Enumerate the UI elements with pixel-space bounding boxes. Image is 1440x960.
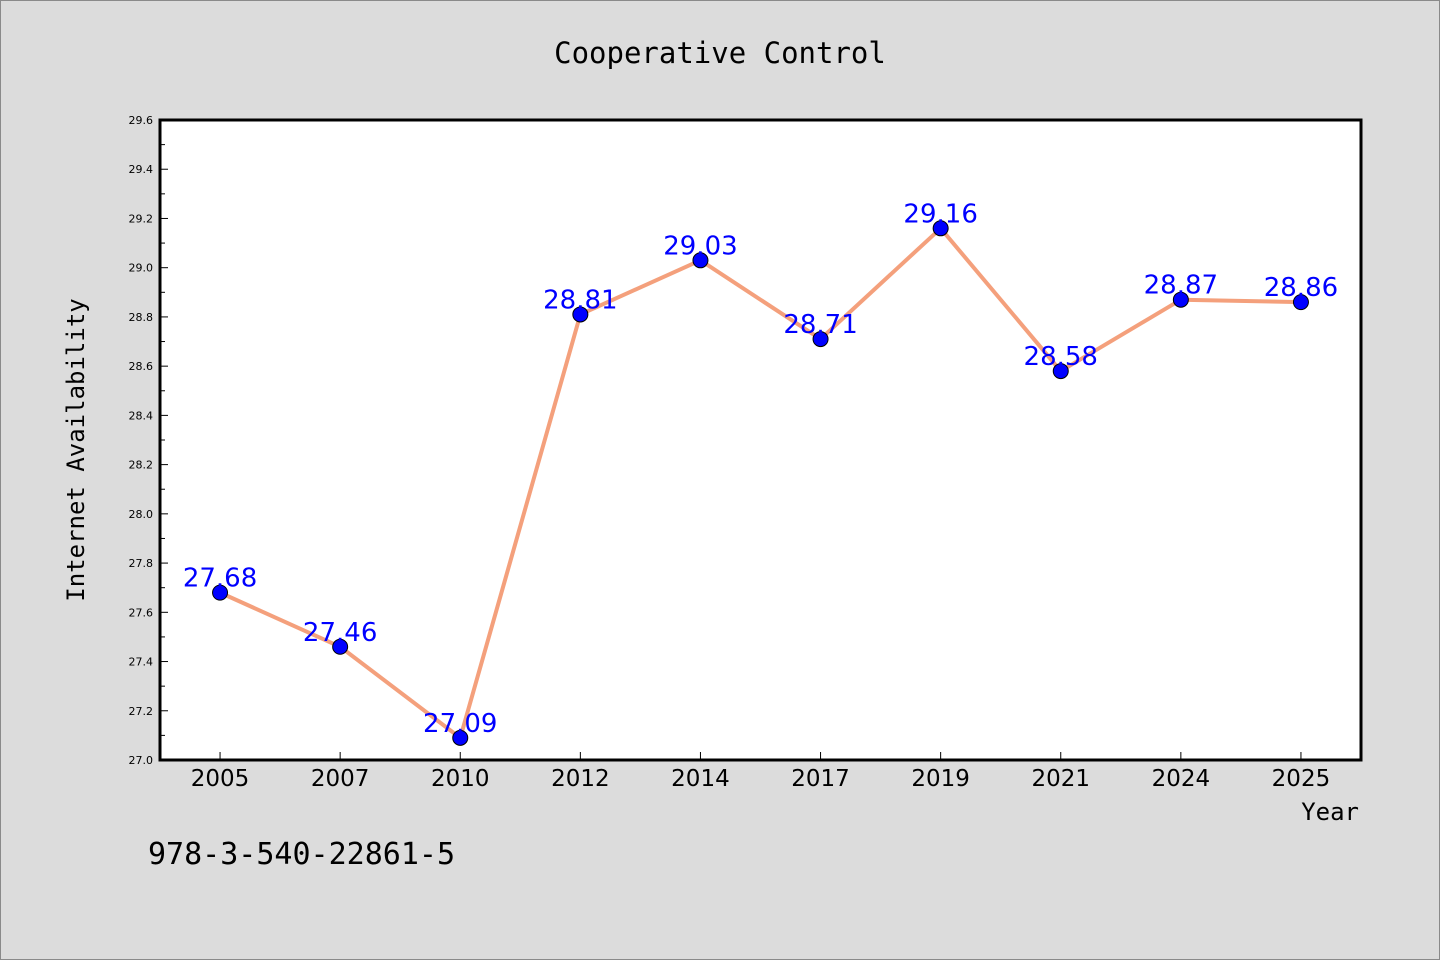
data-label: 28.86 [1264,273,1338,303]
y-tick-label: 28.8 [129,311,154,324]
data-labels: 27.68 27.46 27.09 28.81 29.03 28.71 29.16 28.58… [183,199,1338,739]
y-tick-label: 28.4 [129,409,154,422]
x-tick-label: 2017 [791,766,850,792]
x-tick-label: 2007 [311,766,370,792]
y-tick-label: 27.2 [129,705,154,718]
series-group [212,220,1309,746]
data-label: 28.87 [1144,271,1218,301]
x-tick-label: 2024 [1152,766,1211,792]
y-tick-label: 29.6 [129,114,154,127]
y-tick-label: 27.8 [129,557,154,570]
data-point [1172,291,1189,308]
data-label: 28.58 [1024,342,1098,372]
x-tick-label: 2010 [431,766,490,792]
data-point [692,252,709,269]
data-label: 27.09 [423,709,497,739]
data-point [212,584,229,601]
plot-border [158,118,1363,762]
y-tick-label: 29.4 [129,163,154,176]
x-tick-label: 2014 [671,766,730,792]
x-tick-label: 2005 [191,766,250,792]
x-tick-label: 2025 [1272,766,1331,792]
y-tick-label: 27.4 [129,656,154,669]
data-label: 27.46 [303,618,377,648]
data-label: 27.68 [183,564,257,594]
x-axis-ticks: 2005 2007 2010 2012 2014 2017 2019 2021 2024 2025 [191,752,1330,792]
data-point [1052,363,1069,380]
data-label: 28.81 [543,285,617,315]
x-tick-label: 2021 [1031,766,1090,792]
data-point [452,729,469,746]
y-tick-label: 27.0 [129,754,154,767]
series-line [219,226,1301,740]
data-point [572,306,589,323]
data-point [332,638,349,655]
y-tick-label: 27.6 [129,606,154,619]
y-axis-label: Internet Availability [62,298,90,601]
chart-title: Cooperative Control [554,36,886,70]
x-tick-label: 2012 [551,766,610,792]
x-tick-label: 2019 [911,766,970,792]
footer-text: 978-3-540-22861-5 [148,837,455,872]
data-label: 29.16 [903,199,977,229]
y-tick-label: 28.2 [129,459,154,472]
data-point [1292,294,1309,311]
data-label: 28.71 [783,310,857,340]
data-label: 29.03 [663,231,737,261]
y-tick-label: 29.2 [129,212,154,225]
y-tick-label: 28.6 [129,360,154,373]
y-tick-label: 29.0 [129,262,154,275]
data-point [932,220,949,237]
y-tick-label: 28.0 [129,508,154,521]
plot-area [160,120,1361,760]
data-point [812,331,829,348]
x-axis-label: Year [1301,798,1359,826]
